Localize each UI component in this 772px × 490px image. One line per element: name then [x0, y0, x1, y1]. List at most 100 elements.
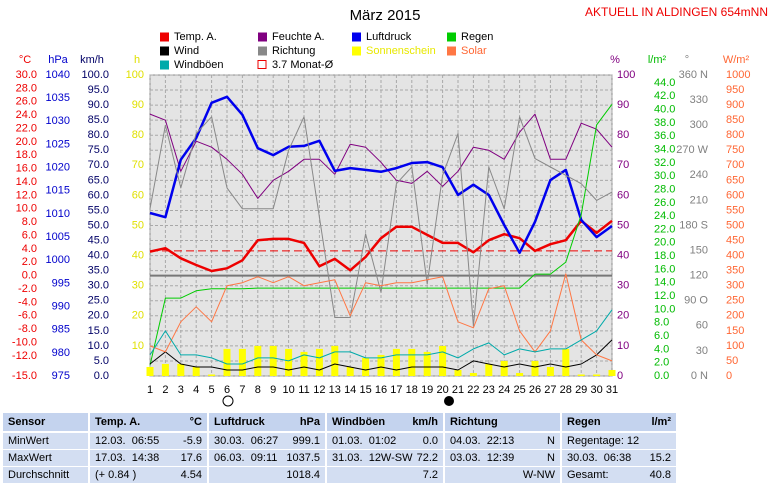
y-tick-label: 4.0 [654, 343, 669, 355]
y-tick-label: 70.0 [88, 159, 109, 171]
y-tick-label: 70 [132, 159, 144, 171]
y-tick-label: 90.0 [88, 99, 109, 111]
y-tick-label: 20.0 [654, 237, 675, 249]
cell-text: hPa [299, 416, 320, 428]
y-tick-label: 1025 [46, 138, 70, 150]
y-tick-label: 2.0 [654, 357, 669, 369]
y-tick-label: 2.0 [22, 256, 37, 268]
y-tick-label: -6.0 [18, 310, 37, 322]
y-tick-label: 0.0 [22, 270, 37, 282]
y-tick-label: 50 [132, 219, 144, 231]
y-tick-label: 22.0 [654, 223, 675, 235]
sunshine-bar [223, 348, 231, 376]
table-cell: Regentage: 12 [562, 433, 676, 449]
y-tick-label: 400 [726, 250, 744, 262]
y-tick-label: 90 [617, 99, 629, 111]
legend-label: Feuchte A. [272, 31, 325, 43]
sunshine-bar [177, 363, 185, 376]
table-cell: 1018.4 [209, 467, 325, 483]
y-tick-label: 40 [132, 250, 144, 262]
y-tick-label: 20.0 [16, 136, 37, 148]
y-tick-label: 60.0 [88, 189, 109, 201]
axis-title: h [134, 54, 140, 66]
y-tick-label: 100.0 [81, 69, 109, 81]
y-tick-label: -10.0 [12, 336, 37, 348]
sunshine-bar [285, 348, 293, 376]
y-tick-label: 100 [726, 340, 744, 352]
full-moon-icon [222, 395, 234, 407]
x-tick-label: 4 [193, 384, 199, 396]
y-tick-label: 120 [690, 270, 708, 282]
y-tick-label: 6.0 [22, 229, 37, 241]
cell-text: 7.2 [422, 469, 438, 481]
table-cell: Durchschnitt [3, 467, 88, 483]
legend-label: Luftdruck [366, 31, 412, 43]
cell-text: Sensor [8, 416, 46, 428]
y-tick-label: 25.0 [88, 295, 109, 307]
cell-text: N [547, 435, 555, 447]
y-tick-label: 40.0 [654, 104, 675, 116]
legend-label: Wind [174, 45, 199, 57]
x-tick-label: 11 [298, 384, 309, 396]
cell-text: 0.0 [422, 435, 438, 447]
y-tick-label: 60 [696, 320, 708, 332]
x-tick-label: 13 [329, 384, 341, 396]
cell-text: 17.03. 14:38 [95, 452, 160, 464]
table-header-cell: Richtung [445, 413, 560, 431]
new-moon-icon [444, 396, 454, 406]
y-tick-label: 8.0 [22, 216, 37, 228]
y-tick-label: 38.0 [654, 117, 675, 129]
legend-swatch [447, 46, 456, 56]
x-tick-label: 22 [467, 384, 479, 396]
y-tick-label: 10.0 [88, 340, 109, 352]
sunshine-bar [423, 351, 431, 376]
y-tick-label: 80 [617, 129, 629, 141]
y-tick-label: 10 [132, 340, 144, 352]
x-tick-label: 20 [436, 384, 448, 396]
x-tick-label: 8 [255, 384, 261, 396]
y-tick-label: 600 [726, 189, 744, 201]
cell-text: °C [189, 416, 202, 428]
y-tick-label: 1010 [46, 208, 70, 220]
cell-text: Luftdruck [214, 416, 265, 428]
y-tick-label: 330 [690, 94, 708, 106]
y-tick-label: 30 [617, 280, 629, 292]
y-tick-label: -12.0 [12, 350, 37, 362]
x-tick-label: 29 [575, 384, 587, 396]
y-tick-label: 18.0 [654, 250, 675, 262]
cell-text: 17.6 [180, 452, 202, 464]
y-tick-label: 10.0 [16, 203, 37, 215]
y-tick-label: 70 [617, 159, 629, 171]
x-tick-label: 17 [390, 384, 402, 396]
y-tick-label: 24.0 [654, 210, 675, 222]
legend-label: Solar [461, 45, 487, 57]
y-tick-label: 0 [617, 370, 623, 382]
y-tick-label: 22.0 [16, 122, 37, 134]
legend-label: Regen [461, 31, 493, 43]
cell-text: Durchschnitt [8, 469, 70, 481]
x-tick-label: 10 [282, 384, 294, 396]
axis-title: W/m² [723, 54, 750, 66]
y-tick-label: 36.0 [654, 130, 675, 142]
y-tick-label: 30.0 [88, 280, 109, 292]
y-tick-label: 15.0 [88, 325, 109, 337]
y-tick-label: 980 [52, 347, 70, 359]
y-tick-label: 32.0 [654, 157, 675, 169]
x-tick-label: 19 [421, 384, 433, 396]
cell-text: 999.1 [292, 435, 320, 447]
table-cell: 30.03. 06:38 15.2 [562, 450, 676, 466]
y-tick-label: 0.0 [94, 370, 109, 382]
cell-text: l/m² [651, 416, 671, 428]
series-line [149, 116, 613, 327]
y-tick-label: 44.0 [654, 77, 675, 89]
cell-text: (+ 0.84 ) [95, 469, 137, 481]
y-tick-label: 10 [617, 340, 629, 352]
x-tick-label: 28 [560, 384, 572, 396]
table-cell: 01.03. 01:02 0.0 [327, 433, 443, 449]
y-tick-label: 950 [726, 84, 744, 96]
sunshine-bar [346, 366, 354, 376]
sunshine-bar [392, 348, 400, 376]
legend-swatch [447, 32, 456, 42]
cell-text: W-NW [522, 469, 555, 481]
